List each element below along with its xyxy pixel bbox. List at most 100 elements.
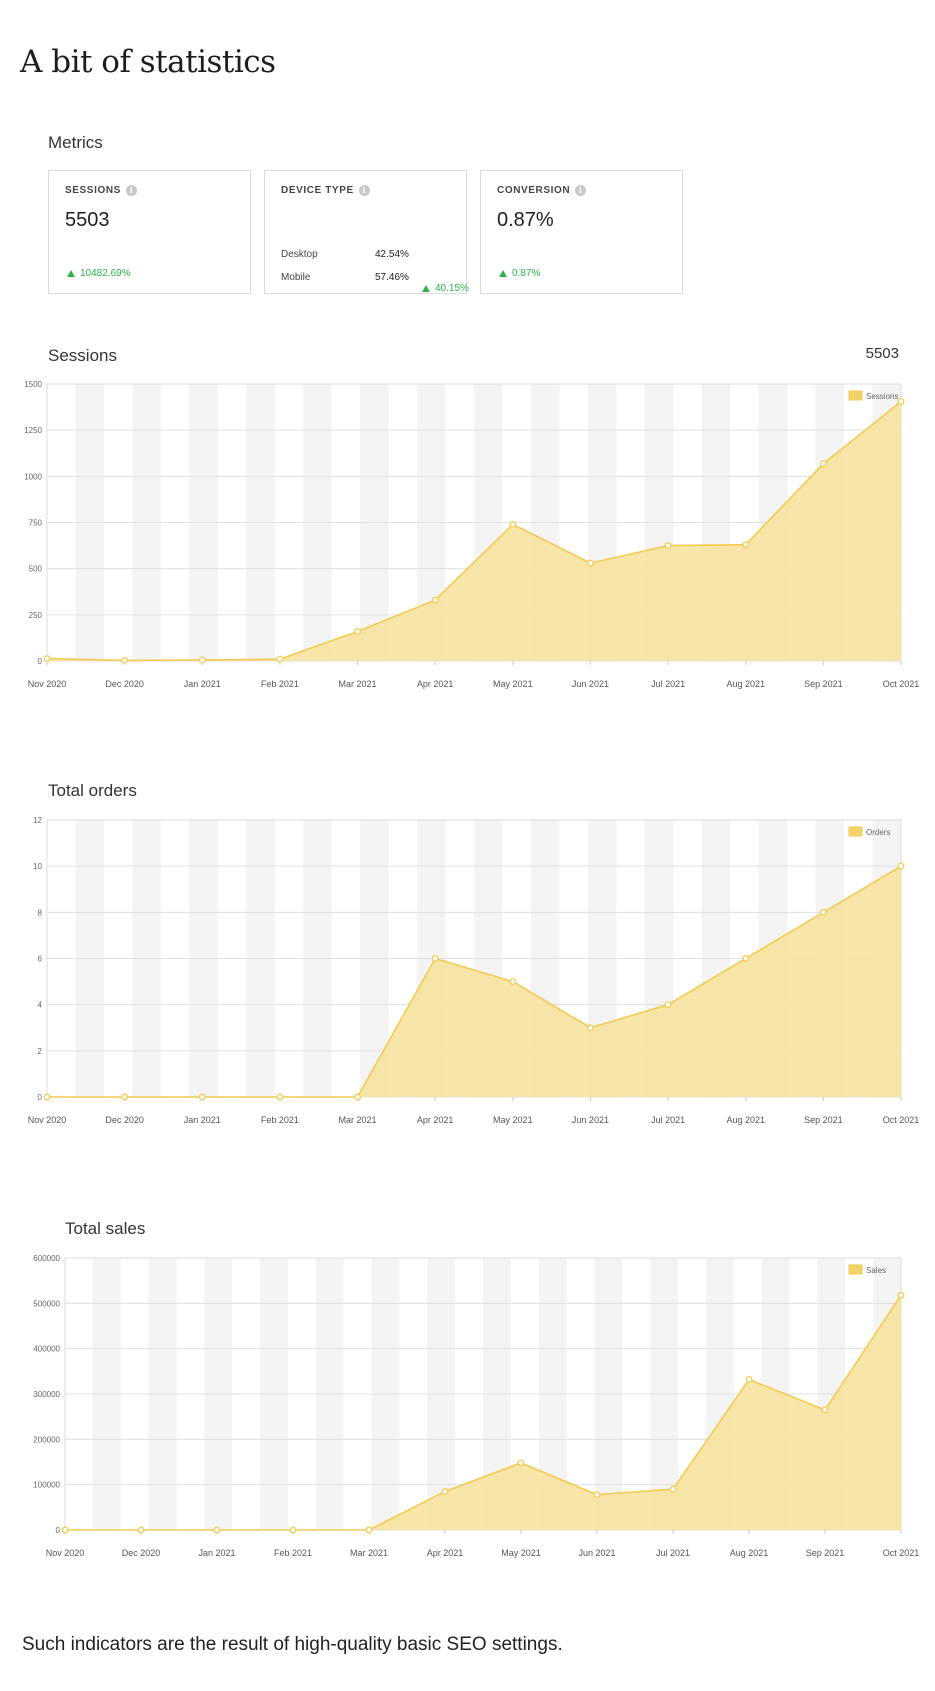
series-area	[47, 866, 901, 1097]
y-tick-label: 500	[29, 565, 43, 574]
x-tick-label: Feb 2021	[261, 1115, 299, 1125]
x-tick-label: Apr 2021	[417, 1115, 454, 1125]
y-tick-label: 12	[33, 816, 42, 825]
conversion-delta: 0.87%	[499, 268, 540, 279]
device-type-card: DEVICE TYPE i Desktop 42.54% Mobile 57.4…	[264, 170, 469, 294]
x-tick-label: Mar 2021	[339, 1115, 377, 1125]
x-tick-label: Jan 2021	[184, 1115, 221, 1125]
data-point	[819, 460, 827, 468]
sessions-delta-value: 10482.69%	[80, 268, 131, 279]
data-point	[198, 656, 206, 664]
x-tick-label: Dec 2020	[105, 1115, 144, 1125]
y-tick-label: 100000	[33, 1481, 60, 1490]
x-tick-label: Nov 2020	[28, 1115, 67, 1125]
legend-swatch	[848, 826, 863, 837]
data-point	[745, 1376, 753, 1383]
info-icon[interactable]: i	[358, 185, 370, 196]
series-area	[65, 1295, 901, 1530]
x-tick-label: Aug 2021	[726, 1115, 765, 1125]
data-point	[587, 1024, 594, 1032]
y-tick-label: 1250	[24, 426, 42, 435]
page-title: A bit of statistics	[20, 44, 276, 80]
y-tick-label: 400000	[33, 1345, 60, 1354]
x-tick-label: Jul 2021	[651, 679, 685, 689]
data-point	[441, 1488, 449, 1495]
y-tick-label: 0	[56, 1526, 61, 1535]
data-point	[365, 1526, 373, 1534]
info-icon[interactable]: i	[575, 185, 587, 196]
y-tick-label: 300000	[33, 1390, 60, 1399]
device-row-desktop: Desktop 42.54%	[281, 249, 409, 260]
x-tick-label: Jul 2021	[656, 1548, 690, 1558]
y-tick-label: 8	[38, 908, 43, 917]
y-tick-label: 2	[38, 1047, 43, 1056]
device-type-card-title-row: DEVICE TYPE i	[281, 185, 370, 196]
data-point	[742, 541, 750, 549]
x-tick-label: May 2021	[493, 1115, 533, 1125]
data-point	[198, 1093, 206, 1101]
data-point	[61, 1526, 69, 1534]
x-tick-label: Dec 2020	[122, 1548, 161, 1558]
sessions-card-title: SESSIONS	[65, 185, 121, 196]
x-tick-label: Feb 2021	[261, 679, 299, 689]
y-tick-label: 750	[29, 519, 43, 528]
sessions-chart: 0 250 500 750 1000 1250 1500 Nov 2020 Dec 2020 Ja…	[24, 380, 919, 689]
x-tick-label: Apr 2021	[417, 679, 454, 689]
data-point	[897, 398, 905, 405]
data-point	[213, 1526, 221, 1534]
y-tick-label: 6	[38, 955, 43, 964]
y-tick-label: 500000	[33, 1299, 60, 1308]
data-point	[821, 1406, 829, 1414]
x-tick-label: Jan 2021	[184, 679, 221, 689]
x-tick-label: Oct 2021	[883, 1548, 920, 1558]
x-tick-label: Aug 2021	[726, 679, 765, 689]
orders-chart-heading: Total orders	[48, 781, 137, 800]
data-point	[593, 1491, 601, 1499]
x-tick-label: Jul 2021	[651, 1115, 685, 1125]
x-tick-label: Dec 2020	[105, 679, 144, 689]
data-point	[43, 1093, 51, 1101]
metrics-heading: Metrics	[48, 133, 103, 152]
data-point	[509, 978, 517, 986]
data-point	[354, 1093, 361, 1101]
sessions-total: 5503	[865, 345, 899, 362]
legend-swatch	[848, 390, 863, 401]
x-tick-label: Jan 2021	[198, 1548, 235, 1558]
y-tick-label: 4	[38, 1001, 43, 1010]
series-area	[47, 401, 901, 661]
conversion-card: CONVERSION i 0.87% 0.87%	[480, 170, 683, 294]
legend-label: Orders	[866, 828, 890, 837]
x-tick-label: Jun 2021	[572, 679, 609, 689]
y-tick-label: 1500	[24, 380, 42, 389]
y-tick-label: 200000	[33, 1435, 60, 1444]
device-delta: 40.15%	[422, 283, 469, 294]
data-point	[897, 862, 905, 870]
y-tick-label: 1000	[24, 472, 42, 481]
arrow-up-icon	[499, 270, 507, 277]
x-tick-label: May 2021	[493, 679, 533, 689]
x-tick-label: Sep 2021	[804, 679, 843, 689]
data-point	[43, 655, 51, 663]
sales-chart-heading: Total sales	[65, 1219, 146, 1238]
legend-label: Sales	[866, 1266, 886, 1275]
data-point	[664, 1001, 672, 1009]
x-tick-label: Nov 2020	[28, 679, 67, 689]
data-point	[664, 542, 672, 550]
data-point	[742, 955, 750, 962]
arrow-up-icon	[422, 285, 430, 292]
data-point	[669, 1485, 677, 1493]
x-tick-label: Feb 2021	[274, 1548, 312, 1558]
x-tick-label: Apr 2021	[427, 1548, 464, 1558]
info-icon[interactable]: i	[125, 185, 137, 196]
conversion-value: 0.87%	[497, 209, 554, 231]
x-tick-label: Sep 2021	[804, 1115, 843, 1125]
data-point	[289, 1526, 297, 1534]
data-point	[587, 559, 594, 567]
data-point	[819, 908, 827, 916]
device-row-mobile: Mobile 57.46% 40.15%	[281, 272, 469, 294]
x-tick-label: Aug 2021	[730, 1548, 769, 1558]
x-tick-label: Mar 2021	[339, 679, 377, 689]
data-point	[431, 955, 439, 962]
conversion-card-title: CONVERSION	[497, 185, 571, 196]
x-tick-label: Jun 2021	[572, 1115, 609, 1125]
